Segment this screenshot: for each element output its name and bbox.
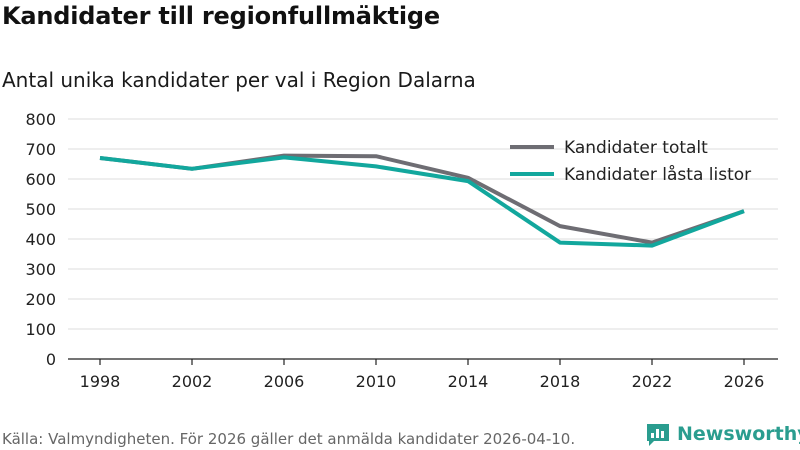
y-tick-label-400: 400 bbox=[25, 230, 56, 249]
y-tick-label-200: 200 bbox=[25, 290, 56, 309]
y-tick-label-100: 100 bbox=[25, 320, 56, 339]
line-chart: 0 100 200 300 400 500 600 700 800 1998 2002 2006 201… bbox=[25, 110, 778, 391]
x-tick-label-2018: 2018 bbox=[540, 372, 581, 391]
x-tick-label-2006: 2006 bbox=[264, 372, 305, 391]
y-tick-label-300: 300 bbox=[25, 260, 56, 279]
series-line-locked-lists bbox=[99, 155, 745, 248]
legend: Kandidater totalt Kandidater låsta listor bbox=[510, 138, 751, 185]
axes: 0 100 200 300 400 500 600 700 800 1998 2002 2006 201… bbox=[25, 110, 778, 391]
x-tick-label-2026: 2026 bbox=[724, 372, 765, 391]
series-lines bbox=[99, 153, 745, 248]
y-tick-label-700: 700 bbox=[25, 140, 56, 159]
y-tick-label-500: 500 bbox=[25, 200, 56, 219]
x-tick-label-2010: 2010 bbox=[356, 372, 397, 391]
source-note: Källa: Valmyndigheten. För 2026 gäller d… bbox=[2, 430, 576, 448]
x-tick-label-2014: 2014 bbox=[448, 372, 489, 391]
x-tick-label-2002: 2002 bbox=[172, 372, 213, 391]
grid-lines bbox=[68, 118, 778, 330]
chart-title: Kandidater till regionfullmäktige bbox=[2, 2, 440, 30]
x-tick-label-1998: 1998 bbox=[80, 372, 121, 391]
y-tick-label-0: 0 bbox=[46, 350, 56, 369]
newsworthy-icon bbox=[647, 424, 669, 446]
legend-label-locked-lists: Kandidater låsta listor bbox=[564, 164, 751, 185]
x-tick-label-2022: 2022 bbox=[632, 372, 673, 391]
y-tick-label-600: 600 bbox=[25, 170, 56, 189]
brand-name: Newsworthy bbox=[677, 423, 800, 445]
chart-subtitle: Antal unika kandidater per val i Region … bbox=[2, 68, 476, 92]
legend-label-total: Kandidater totalt bbox=[564, 138, 708, 158]
y-tick-label-800: 800 bbox=[25, 110, 56, 129]
newsworthy-logo: Newsworthy bbox=[645, 420, 800, 448]
